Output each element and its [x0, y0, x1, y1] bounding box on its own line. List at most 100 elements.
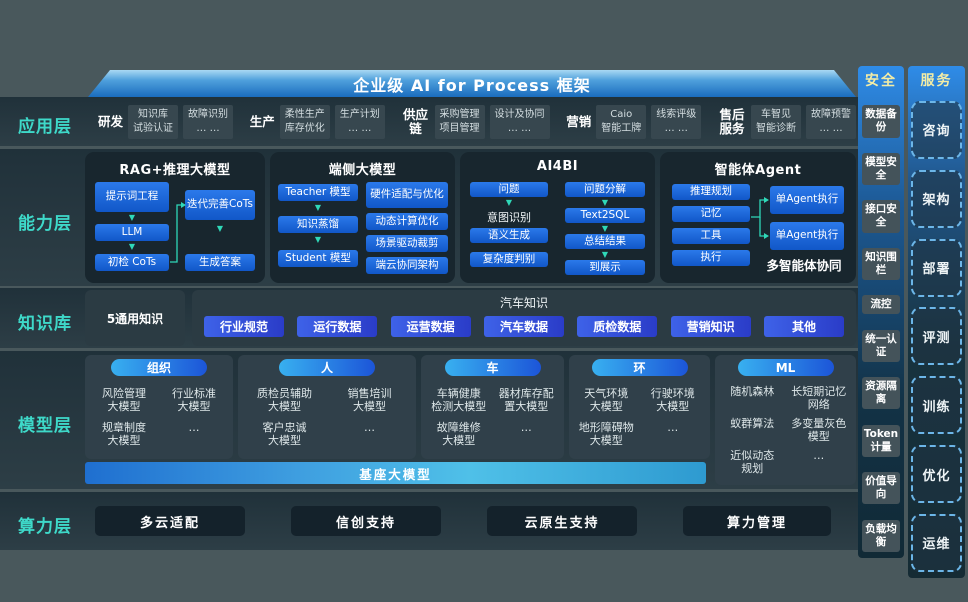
service-item: 优化	[911, 445, 962, 504]
step-question-decomposition: 问题分解	[565, 182, 645, 197]
app-cell-text: … …	[664, 123, 688, 134]
framework-title-banner: 企业级 AI for Process 框架	[88, 70, 856, 97]
step-student-model: Student 模型	[278, 250, 358, 267]
app-cell-text: Caio	[610, 109, 633, 120]
layer-label-application: 应用层	[18, 117, 72, 137]
security-item: 知识围栏	[862, 247, 900, 280]
model-item: …	[188, 420, 200, 434]
model-item: 故障维修 大模型	[436, 420, 481, 448]
step-display: 到展示	[565, 260, 645, 275]
security-item: 价值导向	[862, 472, 900, 505]
rag-box-title: RAG+推理大模型	[119, 163, 231, 178]
app-cell-text: 设计及协同	[494, 109, 545, 120]
compute-box: 云原生支持	[487, 506, 637, 536]
app-cell-text: 生产计划	[339, 109, 380, 120]
model-item: …	[813, 448, 825, 462]
service-item: 评测	[911, 307, 962, 366]
knowledge-pill: 其他	[763, 316, 844, 337]
app-cell-text: … …	[196, 123, 220, 134]
app-cell-text: 故障预警	[810, 109, 851, 120]
app-cell: 知识库 试验认证	[128, 105, 179, 139]
step-intent-recognition: 意图识别	[487, 211, 531, 224]
service-item: 训练	[911, 376, 962, 435]
model-item: 客户忠诚 大模型	[262, 420, 307, 448]
app-cell: 故障识别 … …	[183, 105, 234, 139]
knowledge-pill: 行业规范	[204, 316, 284, 337]
step-complexity-judgement: 复杂度判别	[470, 252, 548, 267]
knowledge-pill: 营销知识	[670, 316, 751, 337]
app-cell-text: … …	[507, 123, 532, 134]
step-initial-cots: 初检 CoTs	[95, 254, 169, 271]
model-item: 多变量灰色 模型	[791, 416, 847, 443]
step-single-agent-execution: 单Agent执行	[770, 222, 844, 250]
model-group-grid: 天气环境 大模型 行驶环境 大模型 地形障碍物 大模型…	[573, 379, 706, 455]
app-cell-text: 试验认证	[133, 123, 174, 134]
step-hardware-adaptation: 硬件适配与优化	[366, 182, 448, 208]
model-item: 规章制度 大模型	[102, 420, 146, 448]
model-item: …	[520, 420, 532, 434]
ai4bi-box: AI4BI 问题 ▼ 意图识别 语义生成 复杂度判别 问题分解 ▼ Text2S…	[460, 152, 655, 283]
service-item: 咨询	[911, 100, 962, 159]
security-rail: 安全 数据备份 模型安全 接口安全 知识围栏 流控 统一认证 资源隔离 Token计量 价值导向…	[858, 66, 904, 558]
security-item: 资源隔离	[862, 377, 900, 410]
knowledge-pill: 质检数据	[577, 316, 658, 337]
app-group: 供应链 采购管理 项目管理 设计及协同 … …	[402, 105, 550, 139]
down-arrow-icon: ▼	[128, 213, 136, 222]
model-group-grid: 车辆健康 检测大模型 器材库存配 置大模型 故障维修 大模型…	[425, 379, 560, 455]
layer-label-compute: 算力层	[18, 517, 72, 537]
app-cell: 采购管理 项目管理	[434, 105, 485, 139]
down-arrow-icon: ▼	[601, 224, 609, 233]
multi-agent-caption: 多智能体协同	[766, 258, 842, 273]
step-semantic-generation: 语义生成	[470, 228, 548, 243]
compute-box: 多云适配	[95, 506, 245, 536]
down-arrow-icon: ▼	[314, 203, 322, 212]
down-arrow-icon: ▼	[505, 198, 513, 207]
model-group-header: 人	[279, 359, 375, 376]
auto-knowledge-box: 汽车知识 行业规范 运行数据 运营数据 汽车数据 质检数据 营销知识 其他	[192, 290, 856, 346]
base-model-bar: 基座大模型	[85, 462, 706, 484]
app-cell: 生产计划 … …	[334, 105, 385, 139]
app-cell-text: 知识库	[138, 109, 169, 120]
app-group: 生产 柔性生产 库存优化 生产计划… …	[250, 105, 385, 139]
step-memory: 记忆	[672, 206, 750, 222]
capability-layer-row: RAG+推理大模型 提示词工程 ▼ LLM ▼ 初检 CoTs 迭代完善CoTs…	[85, 152, 856, 283]
step-question: 问题	[470, 182, 548, 197]
compute-box: 算力管理	[683, 506, 831, 536]
service-item: 运维	[911, 513, 962, 572]
app-group-name: 售后服务	[719, 106, 745, 136]
model-item: 蚁群算法	[730, 416, 775, 430]
model-group-header: 车	[444, 359, 541, 376]
step-prompt-engineering: 提示词工程	[95, 182, 169, 212]
step-tools: 工具	[672, 228, 750, 244]
model-item: 地形障碍物 大模型	[578, 420, 634, 448]
step-reasoning-planning: 推理规划	[672, 184, 750, 200]
step-edge-cloud-architecture: 端云协同架构	[366, 257, 448, 274]
app-group-name: 供应链	[402, 106, 428, 136]
step-text2sql: Text2SQL	[565, 208, 645, 223]
app-cell: Caio 智能工牌	[596, 105, 647, 139]
app-group-name: 营销	[566, 113, 592, 129]
model-item: 器材库存配 置大模型	[498, 386, 554, 413]
model-item: 天气环境 大模型	[584, 386, 629, 413]
rag-reasoning-model-box: RAG+推理大模型 提示词工程 ▼ LLM ▼ 初检 CoTs 迭代完善CoTs…	[85, 152, 265, 283]
ai4bi-box-title: AI4BI	[536, 159, 579, 174]
security-item: 负载均衡	[862, 519, 900, 552]
model-item: 长短期记忆 网络	[791, 384, 847, 411]
app-cell-text: 柔性生产	[284, 109, 325, 120]
agent-box: 智能体Agent 推理规划 记忆 工具 执行 单Agent执行 单Agent执行…	[660, 152, 856, 283]
agent-box-title: 智能体Agent	[714, 163, 802, 178]
app-cell-text: 智能诊断	[755, 123, 796, 134]
model-group: 组织 风险管理 大模型 行业标准 大模型 规章制度 大模型…	[85, 355, 233, 459]
model-group-header: 环	[591, 359, 688, 376]
step-knowledge-distillation: 知识蒸馏	[278, 216, 358, 233]
layer-label-capability: 能力层	[18, 214, 72, 234]
step-dynamic-compute-optimization: 动态计算优化	[366, 213, 448, 230]
app-cell: 设计及协同 … …	[489, 105, 550, 139]
security-item: 模型安全	[862, 152, 900, 185]
edge-model-box: 端侧大模型 Teacher 模型 ▼ 知识蒸馏 ▼ Student 模型 硬件适…	[270, 152, 455, 283]
model-group-grid: 随机森林 长短期记忆 网络 蚁群算法 多变量灰色 模型 近似动态 规划…	[719, 379, 852, 481]
service-rail-title: 服务	[920, 73, 953, 89]
model-group-grid: 质检员辅助 大模型 销售培训 大模型 客户忠诚 大模型…	[242, 379, 412, 455]
app-cell: 故障预警 … …	[805, 105, 856, 139]
model-item: 随机森林	[730, 384, 775, 398]
